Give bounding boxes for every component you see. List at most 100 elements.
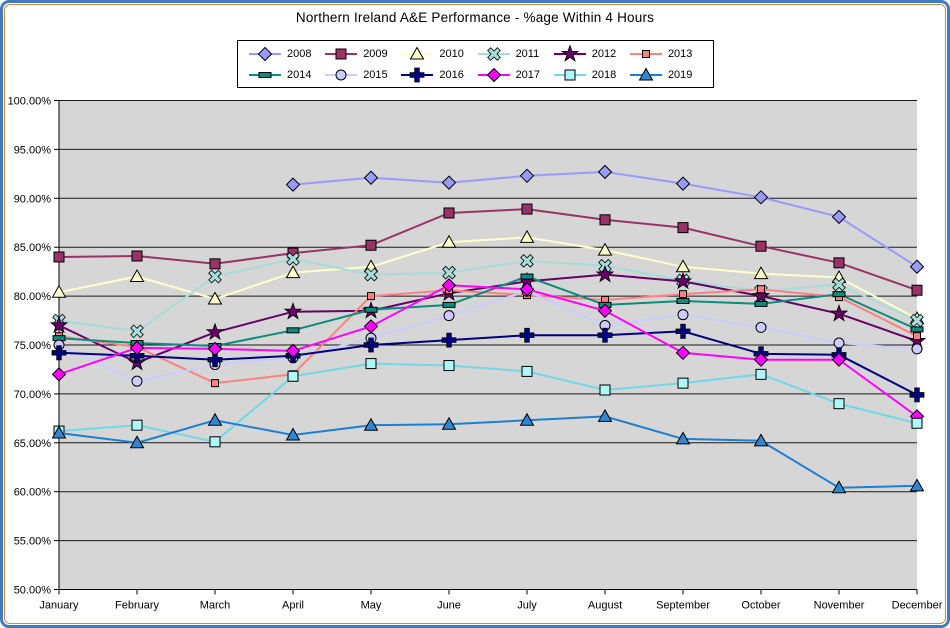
- marker-2013[interactable]: [757, 285, 765, 294]
- legend-item-2010[interactable]: 2010: [400, 45, 474, 63]
- marker-2018[interactable]: [443, 360, 455, 372]
- marker-2016[interactable]: [207, 352, 223, 368]
- marker-2008[interactable]: [285, 177, 301, 192]
- marker-2017[interactable]: [831, 352, 847, 367]
- marker-2014[interactable]: [442, 301, 456, 308]
- marker-2019[interactable]: [519, 412, 535, 426]
- marker-2008[interactable]: [753, 190, 769, 205]
- marker-2017[interactable]: [675, 345, 691, 361]
- legend-glyph-2014[interactable]: [258, 71, 272, 78]
- marker-2010[interactable]: [597, 242, 613, 256]
- marker-2010[interactable]: [285, 265, 301, 279]
- marker-2015[interactable]: [443, 310, 455, 322]
- marker-2010[interactable]: [129, 269, 145, 283]
- marker-2014[interactable]: [286, 327, 300, 334]
- marker-2009[interactable]: [677, 222, 689, 234]
- legend-glyph-2019[interactable]: [638, 66, 654, 80]
- series-line-2010[interactable]: [58, 236, 918, 320]
- legend-item-2017[interactable]: 2017: [477, 66, 551, 84]
- marker-2019[interactable]: [441, 416, 457, 430]
- marker-2017[interactable]: [129, 340, 145, 356]
- legend-item-2016[interactable]: 2016: [400, 66, 474, 84]
- marker-2019[interactable]: [207, 412, 223, 426]
- marker-2014[interactable]: [832, 291, 846, 298]
- legend-glyph-2015[interactable]: [335, 69, 347, 80]
- series-line-2013[interactable]: [58, 288, 918, 385]
- marker-2011[interactable]: [364, 267, 378, 282]
- marker-2009[interactable]: [755, 240, 767, 252]
- legend-glyph-2016[interactable]: [409, 67, 425, 82]
- marker-2019[interactable]: [51, 425, 67, 439]
- marker-2019[interactable]: [909, 478, 925, 492]
- marker-2015[interactable]: [833, 337, 845, 349]
- marker-2017[interactable]: [51, 367, 67, 382]
- marker-2013[interactable]: [211, 379, 219, 388]
- legend-item-2013[interactable]: 2013: [629, 45, 703, 63]
- marker-2017[interactable]: [753, 352, 769, 367]
- marker-2018[interactable]: [287, 370, 299, 382]
- marker-2017[interactable]: [441, 278, 457, 293]
- marker-2018[interactable]: [131, 419, 143, 431]
- legend-item-2019[interactable]: 2019: [629, 66, 703, 84]
- marker-2016[interactable]: [441, 332, 457, 348]
- series-2017[interactable]: [51, 278, 925, 424]
- marker-2016[interactable]: [51, 345, 67, 361]
- marker-2009[interactable]: [365, 239, 377, 251]
- legend-glyph-2011[interactable]: [486, 46, 501, 61]
- marker-2019[interactable]: [831, 480, 847, 494]
- marker-2014[interactable]: [676, 297, 690, 304]
- marker-2016[interactable]: [675, 323, 691, 339]
- marker-2008[interactable]: [441, 175, 457, 190]
- series-line-2019[interactable]: [58, 415, 918, 489]
- marker-2009[interactable]: [833, 257, 845, 269]
- legend-glyph-2018[interactable]: [564, 69, 576, 80]
- marker-2014[interactable]: [754, 300, 768, 307]
- legend-item-2015[interactable]: 2015: [324, 66, 398, 84]
- marker-2018[interactable]: [599, 384, 611, 396]
- marker-2009[interactable]: [131, 250, 143, 262]
- series-line-2018[interactable]: [58, 362, 918, 443]
- marker-2009[interactable]: [209, 258, 221, 270]
- marker-2012[interactable]: [205, 322, 225, 341]
- legend-glyph-2010[interactable]: [410, 45, 425, 59]
- marker-2017[interactable]: [519, 282, 535, 297]
- marker-2011[interactable]: [208, 269, 222, 284]
- marker-2008[interactable]: [675, 176, 691, 191]
- legend-glyph-2008[interactable]: [257, 46, 273, 61]
- marker-2016[interactable]: [597, 327, 613, 343]
- marker-2016[interactable]: [519, 327, 535, 343]
- marker-2011[interactable]: [130, 324, 144, 339]
- legend-glyph-2009[interactable]: [335, 48, 347, 59]
- marker-2010[interactable]: [753, 266, 769, 280]
- series-line-2009[interactable]: [58, 208, 918, 292]
- marker-2019[interactable]: [129, 435, 145, 449]
- legend-item-2014[interactable]: 2014: [248, 66, 322, 84]
- marker-2009[interactable]: [53, 251, 65, 263]
- marker-2009[interactable]: [911, 284, 923, 296]
- legend-item-2018[interactable]: 2018: [553, 66, 627, 84]
- series-2009[interactable]: [53, 203, 923, 296]
- marker-2011[interactable]: [832, 277, 846, 292]
- marker-2016[interactable]: [129, 348, 145, 364]
- series-line-2014[interactable]: [58, 275, 918, 348]
- marker-2012[interactable]: [595, 264, 615, 283]
- marker-2015[interactable]: [677, 309, 689, 321]
- marker-2010[interactable]: [519, 229, 535, 243]
- marker-2016[interactable]: [363, 337, 379, 353]
- marker-2018[interactable]: [677, 377, 689, 389]
- marker-2018[interactable]: [365, 358, 377, 370]
- series-2008[interactable]: [285, 164, 925, 274]
- legend-item-2009[interactable]: 2009: [324, 45, 398, 63]
- marker-2013[interactable]: [367, 292, 375, 301]
- marker-2014[interactable]: [520, 273, 534, 280]
- marker-2019[interactable]: [597, 408, 613, 422]
- marker-2009[interactable]: [599, 214, 611, 226]
- legend-glyph-2013[interactable]: [641, 49, 650, 58]
- marker-2017[interactable]: [207, 341, 223, 357]
- legend-item-2008[interactable]: 2008: [248, 45, 322, 63]
- marker-2008[interactable]: [831, 209, 847, 225]
- legend-glyph-2012[interactable]: [560, 44, 579, 62]
- marker-2012[interactable]: [751, 286, 771, 304]
- marker-2012[interactable]: [829, 303, 849, 322]
- marker-2019[interactable]: [363, 417, 379, 431]
